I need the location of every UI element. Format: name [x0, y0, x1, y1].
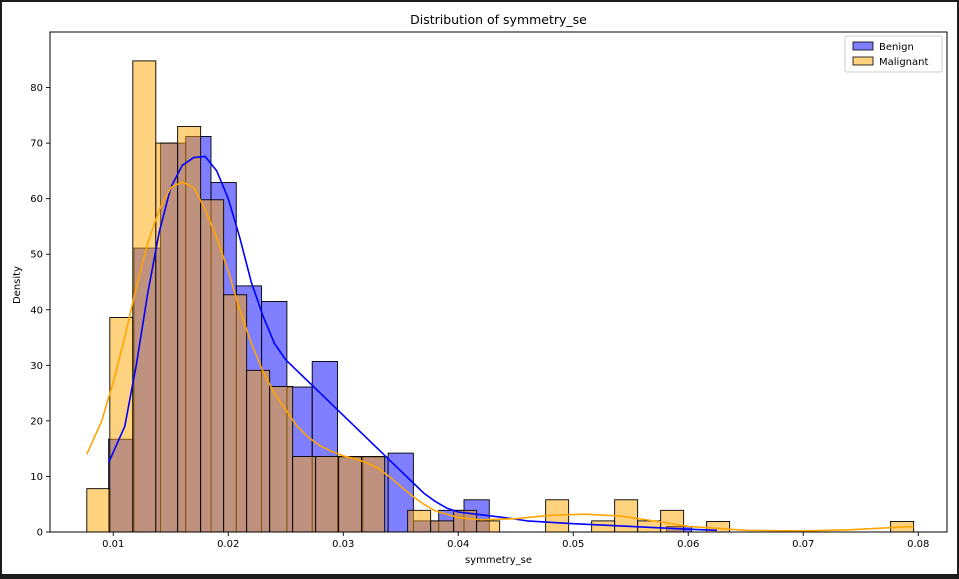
axes-frame — [49, 31, 948, 533]
y-tick-label: 50 — [30, 250, 43, 261]
histogram-bar — [407, 509, 432, 533]
y-tick-label: 70 — [30, 139, 43, 150]
histogram-bar — [315, 455, 340, 533]
histogram-bar — [430, 520, 455, 533]
legend-label-benign: Benign — [879, 42, 914, 53]
y-tick-label: 40 — [30, 305, 43, 316]
x-axis-label: symmetry_se — [465, 555, 532, 566]
legend-label-malignant: Malignant — [879, 57, 928, 68]
x-tick-label: 0.01 — [102, 539, 124, 550]
y-tick-label: 20 — [30, 416, 43, 427]
legend-swatch-malignant — [852, 56, 874, 66]
y-axis-label: Density — [12, 266, 23, 304]
chart-title: Distribution of symmetry_se — [410, 12, 587, 27]
y-tick-label: 80 — [30, 83, 43, 94]
x-tick-label: 0.04 — [447, 539, 469, 550]
histogram-bar — [476, 520, 501, 533]
histogram-bar — [132, 60, 157, 533]
series-malignant-kde-line — [86, 181, 914, 532]
x-tick-label: 0.05 — [562, 539, 584, 550]
histogram-bar — [269, 385, 294, 533]
histogram-bar — [246, 369, 271, 533]
histogram-bar — [338, 455, 363, 533]
legend-swatch-benign — [852, 41, 874, 51]
y-tick-label: 60 — [30, 194, 43, 205]
plot-area: 0.01 0.02 0.03 0.04 0.05 0.06 0.07 0.08 0 10 20 30 4… — [30, 31, 948, 550]
legend: Benign Malignant — [844, 35, 943, 73]
x-tick-label: 0.08 — [907, 539, 929, 550]
histogram-bar — [223, 294, 248, 533]
series-benign-kde-line — [107, 155, 718, 532]
histogram-bar — [86, 488, 111, 533]
y-tick-label: 30 — [30, 361, 43, 372]
histogram-bar — [591, 520, 616, 533]
y-tick-label: 10 — [30, 472, 43, 483]
histogram-bar — [361, 455, 386, 533]
series-malignant-bars — [86, 60, 915, 533]
y-tick-label: 0 — [37, 528, 43, 539]
x-tick-label: 0.07 — [792, 539, 814, 550]
histogram-bar — [177, 125, 202, 533]
x-tick-label: 0.06 — [677, 539, 699, 550]
x-tick-label: 0.03 — [332, 539, 354, 550]
x-tick-label: 0.02 — [217, 539, 239, 550]
histogram-bar — [292, 455, 317, 533]
